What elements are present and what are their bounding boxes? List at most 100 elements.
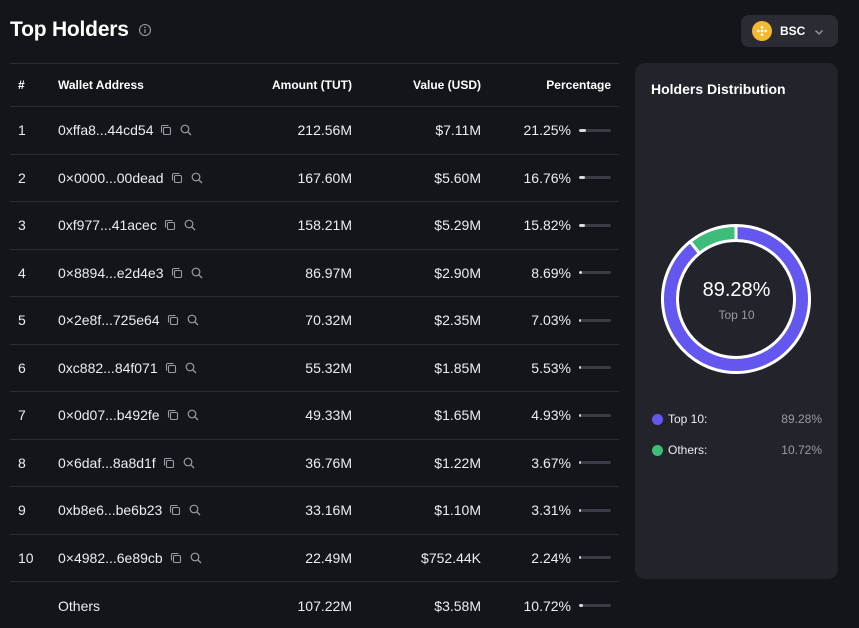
legend-item-top10: Top 10: 89.28% bbox=[652, 412, 822, 426]
table-row: 4 0×8894...e2d4e3 86.97M $2.90M 8.69% bbox=[10, 249, 619, 297]
copy-icon[interactable] bbox=[166, 408, 180, 422]
wallet-address-cell: 0×4982...6e89cb bbox=[58, 550, 203, 566]
percentage-text: 4.93% bbox=[531, 407, 571, 424]
wallet-address-link[interactable]: 0×8894...e2d4e3 bbox=[58, 264, 164, 281]
chain-selector-button[interactable]: BSC bbox=[741, 15, 838, 47]
copy-icon[interactable] bbox=[170, 171, 184, 185]
percentage-bar bbox=[579, 223, 611, 227]
wallet-address-link[interactable]: 0xc882...84f071 bbox=[58, 359, 158, 376]
percentage-bar bbox=[579, 508, 611, 512]
rank-cell: 3 bbox=[18, 217, 26, 234]
wallet-address-cell: 0xf977...41acec bbox=[58, 217, 197, 233]
percentage-cell: 5.53% bbox=[531, 360, 611, 376]
legend-value-others: 10.72% bbox=[781, 443, 822, 457]
search-icon[interactable] bbox=[190, 266, 204, 280]
percentage-cell: 7.03% bbox=[531, 312, 611, 328]
copy-icon[interactable] bbox=[168, 503, 182, 517]
search-icon[interactable] bbox=[183, 218, 197, 232]
info-circle-icon[interactable] bbox=[138, 23, 152, 37]
amount-cell: 36.76M bbox=[305, 454, 352, 471]
rank-cell: 6 bbox=[18, 359, 26, 376]
page-title: Top Holders bbox=[10, 18, 129, 41]
wallet-address-link[interactable]: 0×4982...6e89cb bbox=[58, 549, 163, 566]
percentage-cell: 3.31% bbox=[531, 502, 611, 518]
bnb-chain-logo-icon bbox=[752, 21, 772, 41]
legend-item-others: Others: 10.72% bbox=[652, 443, 822, 457]
table-row: 8 0×6daf...8a8d1f 36.76M $1.22M 3.67% bbox=[10, 439, 619, 487]
wallet-address-link[interactable]: 0×2e8f...725e64 bbox=[58, 312, 160, 329]
amount-cell: 55.32M bbox=[305, 359, 352, 376]
value-cell: $1.85M bbox=[434, 359, 481, 376]
percentage-cell: 21.25% bbox=[524, 122, 611, 138]
chevron-down-icon bbox=[813, 25, 825, 37]
percentage-bar-fill bbox=[579, 604, 583, 607]
copy-icon[interactable] bbox=[159, 123, 173, 137]
search-icon[interactable] bbox=[188, 503, 202, 517]
percentage-text: 7.03% bbox=[531, 312, 571, 329]
amount-cell: 167.60M bbox=[297, 169, 352, 186]
wallet-address-cell: 0×0000...00dead bbox=[58, 170, 204, 186]
search-icon[interactable] bbox=[186, 408, 200, 422]
wallet-address-link[interactable]: 0xf977...41acec bbox=[58, 217, 157, 234]
copy-icon[interactable] bbox=[166, 313, 180, 327]
others-label: Others bbox=[58, 597, 101, 614]
wallet-address-link[interactable]: 0×0000...00dead bbox=[58, 169, 164, 186]
amount-cell: 212.56M bbox=[297, 122, 352, 139]
wallet-address-cell: 0xffa8...44cd54 bbox=[58, 122, 193, 138]
holders-distribution-card: Holders Distribution 89.28% Top 10 Top 1… bbox=[635, 63, 838, 579]
search-icon[interactable] bbox=[190, 171, 204, 185]
rank-cell: 2 bbox=[18, 169, 26, 186]
copy-icon[interactable] bbox=[169, 551, 183, 565]
percentage-bar bbox=[579, 604, 611, 607]
search-icon[interactable] bbox=[189, 551, 203, 565]
percentage-bar bbox=[579, 318, 611, 322]
value-cell: $7.11M bbox=[435, 122, 481, 139]
legend-dot-top10 bbox=[652, 413, 663, 425]
donut-segment-top10[interactable] bbox=[661, 224, 811, 374]
wallet-address-link[interactable]: 0xffa8...44cd54 bbox=[58, 122, 154, 139]
percentage-text: 2.24% bbox=[531, 549, 571, 566]
table-row: 9 0xb8e6...be6b23 33.16M $1.10M 3.31% bbox=[10, 487, 619, 534]
rank-cell: 4 bbox=[18, 264, 26, 281]
percentage-bar-fill bbox=[579, 556, 581, 560]
wallet-address-cell: 0×8894...e2d4e3 bbox=[58, 265, 204, 281]
amount-cell: 158.21M bbox=[297, 217, 352, 234]
wallet-address-link[interactable]: 0×0d07...b492fe bbox=[58, 407, 160, 424]
col-rank: # bbox=[18, 78, 25, 92]
percentage-bar-fill bbox=[579, 508, 581, 512]
rank-cell: 5 bbox=[18, 312, 26, 329]
percentage-bar bbox=[579, 366, 611, 370]
search-icon[interactable] bbox=[184, 361, 198, 375]
search-icon[interactable] bbox=[182, 456, 196, 470]
copy-icon[interactable] bbox=[163, 218, 177, 232]
col-percentage: Percentage bbox=[546, 78, 611, 92]
legend-value-top10: 89.28% bbox=[781, 412, 822, 426]
wallet-address-cell: 0×2e8f...725e64 bbox=[58, 312, 200, 328]
col-value: Value (USD) bbox=[412, 78, 481, 92]
value-cell: $1.10M bbox=[434, 502, 481, 519]
percentage-bar bbox=[579, 413, 611, 417]
search-icon[interactable] bbox=[186, 313, 200, 327]
holders-table: # Wallet Address Amount (TUT) Value (USD… bbox=[10, 63, 619, 628]
donut-center-label: Top 10 bbox=[718, 308, 755, 322]
donut-segment-others[interactable] bbox=[688, 224, 738, 255]
wallet-address-link[interactable]: 0×6daf...8a8d1f bbox=[58, 454, 156, 471]
copy-icon[interactable] bbox=[162, 456, 176, 470]
percentage-text: 3.67% bbox=[531, 454, 571, 471]
wallet-address-cell: 0xc882...84f071 bbox=[58, 360, 198, 376]
copy-icon[interactable] bbox=[170, 266, 184, 280]
percentage-cell: 8.69% bbox=[531, 265, 611, 281]
percentage-text: 15.82% bbox=[523, 217, 571, 234]
distribution-donut-chart bbox=[661, 224, 811, 374]
percentage-bar bbox=[579, 271, 611, 275]
search-icon[interactable] bbox=[179, 123, 193, 137]
percentage-text: 8.69% bbox=[531, 264, 571, 281]
wallet-address-link[interactable]: 0xb8e6...be6b23 bbox=[58, 502, 163, 519]
legend-dot-others bbox=[652, 444, 663, 456]
percentage-bar bbox=[579, 461, 611, 465]
percentage-text: 21.25% bbox=[523, 122, 571, 139]
legend-label-top10: Top 10: bbox=[668, 412, 708, 426]
copy-icon[interactable] bbox=[164, 361, 178, 375]
table-row-others: Others 107.22M $3.58M 10.72% bbox=[10, 582, 619, 628]
percentage-cell: 15.82% bbox=[524, 217, 611, 233]
